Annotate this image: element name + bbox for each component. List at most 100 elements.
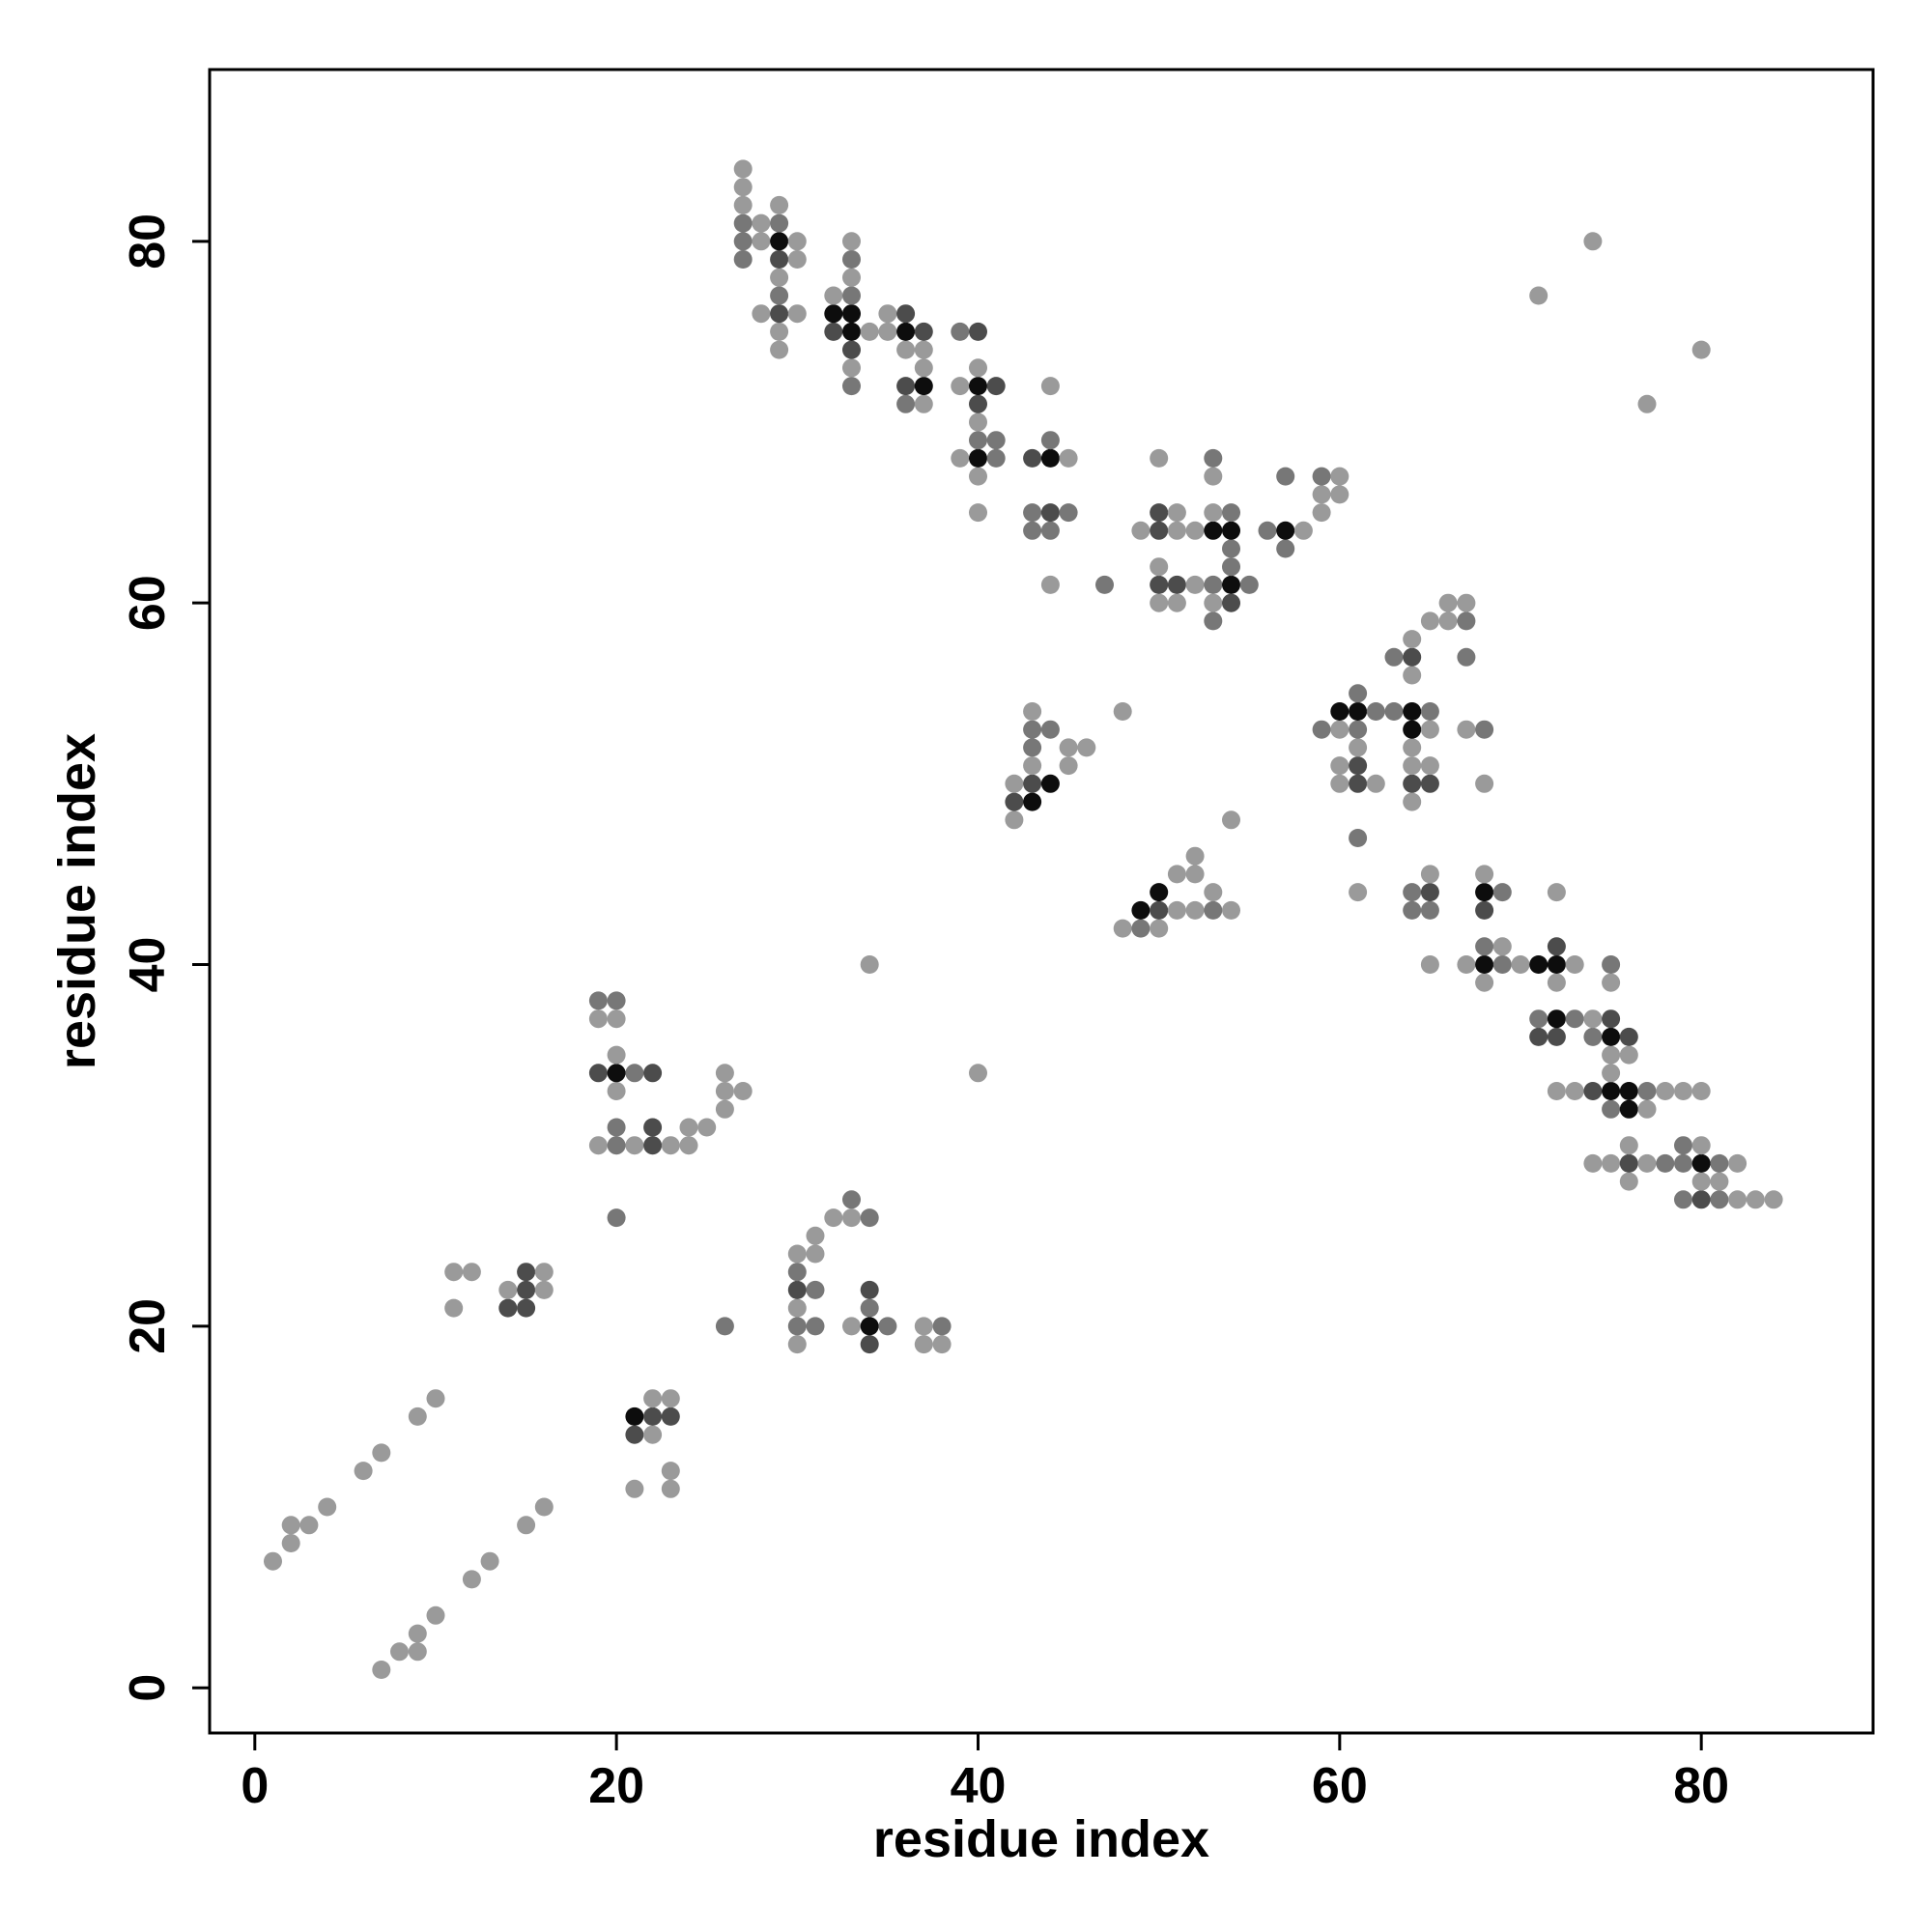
data-point-3 — [299, 1516, 319, 1535]
y-tick-label-0: 0 — [120, 1674, 176, 1702]
data-point-297 — [1565, 1009, 1584, 1029]
data-point-232 — [1330, 756, 1350, 776]
data-point-167 — [1150, 503, 1169, 523]
y-tick-label-60: 60 — [120, 575, 176, 631]
data-point-50 — [715, 1082, 734, 1100]
data-point-11 — [408, 1642, 427, 1662]
data-point-65 — [787, 1317, 807, 1336]
data-point-185 — [1222, 539, 1240, 558]
data-point-286 — [1529, 1027, 1548, 1046]
data-point-339 — [1764, 1190, 1783, 1209]
data-point-111 — [824, 304, 843, 324]
data-point-41 — [625, 1064, 644, 1083]
data-point-121 — [842, 232, 861, 251]
data-point-229 — [1222, 810, 1240, 830]
data-point-100 — [770, 304, 789, 324]
data-point-181 — [1204, 448, 1223, 468]
data-point-64 — [787, 1335, 807, 1354]
data-point-105 — [770, 213, 789, 233]
data-point-130 — [914, 394, 933, 413]
data-point-336 — [1728, 1190, 1747, 1209]
data-point-71 — [806, 1280, 825, 1299]
data-point-242 — [1366, 774, 1385, 793]
data-point-207 — [1023, 720, 1042, 739]
data-point-293 — [1547, 955, 1566, 974]
data-point-143 — [969, 394, 987, 413]
data-point-334 — [1710, 1172, 1729, 1191]
data-point-116 — [842, 322, 861, 341]
data-point-220 — [1150, 883, 1169, 902]
data-point-284 — [1492, 883, 1512, 902]
data-point-290 — [1547, 1027, 1566, 1046]
y-axis: 0 20 40 60 80 — [120, 213, 210, 1702]
data-point-188 — [1239, 575, 1259, 594]
data-point-6 — [372, 1443, 391, 1463]
data-point-18 — [444, 1298, 464, 1318]
data-point-180 — [1204, 467, 1223, 486]
data-point-117 — [842, 304, 861, 324]
data-point-125 — [896, 394, 916, 413]
data-point-49 — [715, 1099, 734, 1119]
data-point-56 — [643, 1425, 663, 1444]
data-point-227 — [1204, 883, 1223, 902]
data-point-84 — [914, 1335, 933, 1354]
data-point-275 — [1457, 955, 1476, 974]
data-point-258 — [1420, 720, 1439, 739]
data-point-281 — [1475, 865, 1494, 884]
data-point-197 — [1330, 485, 1350, 504]
data-point-283 — [1492, 937, 1512, 956]
data-point-27 — [534, 1263, 554, 1282]
data-point-88 — [860, 955, 879, 974]
data-point-9 — [372, 1661, 391, 1679]
data-point-1 — [281, 1534, 300, 1552]
data-point-265 — [1457, 611, 1476, 631]
data-point-168 — [1150, 448, 1169, 468]
data-point-193 — [1293, 521, 1313, 540]
data-point-146 — [969, 322, 987, 341]
data-point-170 — [1167, 575, 1186, 594]
data-point-2 — [281, 1516, 300, 1535]
data-point-136 — [951, 377, 970, 396]
data-point-37 — [607, 1045, 626, 1065]
data-point-327 — [1674, 1136, 1692, 1155]
data-point-206 — [1023, 738, 1042, 757]
data-point-26 — [534, 1280, 554, 1299]
data-point-70 — [806, 1317, 825, 1336]
data-point-309 — [1602, 1009, 1621, 1029]
y-tick-label-80: 80 — [120, 213, 176, 270]
data-point-321 — [1637, 1082, 1657, 1100]
data-point-182 — [1222, 593, 1240, 612]
data-point-43 — [643, 1118, 663, 1137]
data-point-150 — [1023, 521, 1042, 540]
data-point-161 — [1095, 575, 1114, 594]
data-point-288 — [1529, 955, 1548, 974]
data-point-240 — [1349, 702, 1368, 721]
data-point-335 — [1710, 1153, 1729, 1173]
data-point-8 — [426, 1389, 445, 1408]
data-point-158 — [1040, 377, 1060, 396]
data-point-276 — [1475, 973, 1494, 992]
data-point-304 — [1602, 1099, 1621, 1119]
data-point-341 — [1583, 232, 1603, 251]
data-point-340 — [1529, 286, 1548, 305]
data-point-264 — [1457, 647, 1476, 667]
data-point-35 — [607, 1082, 626, 1100]
data-point-34 — [607, 1118, 626, 1137]
data-point-67 — [787, 1280, 807, 1299]
data-point-142 — [969, 412, 987, 432]
data-point-39 — [607, 991, 626, 1010]
data-point-313 — [1619, 1153, 1638, 1173]
data-point-176 — [1204, 593, 1223, 612]
data-point-92 — [733, 195, 753, 214]
x-tick-label-0: 0 — [241, 1758, 269, 1814]
data-point-134 — [914, 322, 933, 341]
data-point-51 — [715, 1064, 734, 1083]
data-point-320 — [1637, 1099, 1657, 1119]
data-point-231 — [1330, 774, 1350, 793]
data-point-140 — [969, 448, 987, 468]
data-point-326 — [1674, 1190, 1692, 1209]
data-point-300 — [1583, 1082, 1603, 1100]
y-tick-label-20: 20 — [120, 1298, 176, 1354]
data-point-194 — [1312, 503, 1331, 523]
data-point-272 — [1420, 900, 1439, 920]
